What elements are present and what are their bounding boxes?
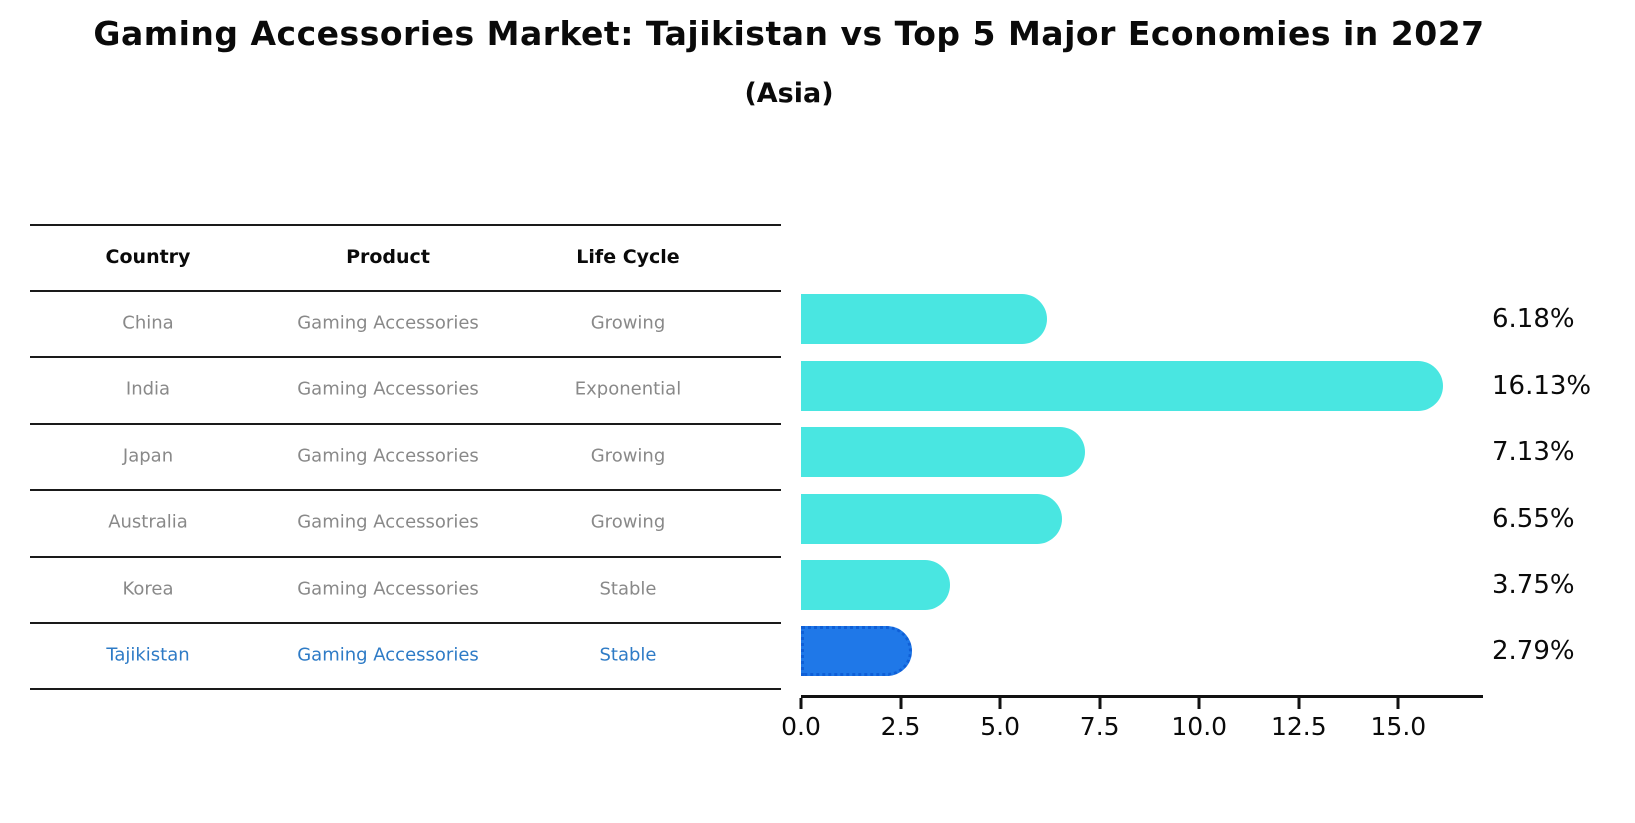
bar-chart-plot-area: 0.0 2.5 5.0 7.5 10.0 12.5 15.0 (781, 0, 1483, 823)
table-row-india: India Gaming Accessories Exponential (0, 356, 790, 422)
bar-korea (801, 560, 951, 610)
value-label-tajikistan: 2.79% (1492, 636, 1575, 666)
table-row-tajikistan-highlighted: Tajikistan Gaming Accessories Stable (0, 622, 790, 688)
page-title: Gaming Accessories Market: Tajikistan vs… (93, 14, 1485, 53)
table-line (30, 224, 781, 226)
x-tick-label: 10.0 (1171, 712, 1228, 741)
table-row-china: China Gaming Accessories Growing (0, 290, 790, 356)
x-axis-tick: 15.0 (1371, 698, 1426, 741)
cell-life-cycle: Growing (590, 445, 666, 467)
cell-product: Gaming Accessories (297, 644, 479, 666)
cell-product: Gaming Accessories (297, 312, 479, 334)
x-tick-label: 15.0 (1370, 712, 1427, 741)
cell-life-cycle: Stable (599, 644, 657, 666)
cell-country: China (122, 312, 174, 334)
bar-japan (801, 427, 1085, 477)
table-row-japan: Japan Gaming Accessories Growing (0, 423, 790, 489)
x-tick-label: 7.5 (1079, 712, 1120, 741)
value-label-china: 6.18% (1492, 304, 1575, 334)
x-tick-label: 5.0 (980, 712, 1020, 741)
table-line (30, 622, 781, 624)
x-axis-tick: 7.5 (1080, 698, 1120, 741)
value-label-japan: 7.13% (1492, 437, 1575, 467)
cell-country: India (125, 378, 171, 400)
bar-china (801, 294, 1048, 344)
x-axis-tick: 12.5 (1271, 698, 1327, 741)
x-axis-tick: 0.0 (781, 698, 821, 741)
value-label-korea: 3.75% (1492, 570, 1575, 600)
table-header-row: Country Product Life Cycle (0, 224, 790, 290)
cell-life-cycle: Stable (599, 578, 657, 600)
cell-life-cycle: Exponential (574, 378, 682, 400)
cell-product: Gaming Accessories (297, 511, 479, 533)
x-tick-label: 2.5 (880, 712, 921, 741)
x-axis-tick: 5.0 (980, 698, 1020, 741)
table-row-australia: Australia Gaming Accessories Growing (0, 489, 790, 555)
bar-australia (801, 494, 1062, 544)
cell-country: Tajikistan (106, 644, 190, 666)
cell-life-cycle: Growing (590, 312, 666, 334)
x-tick-label: 0.0 (781, 712, 821, 741)
table-line (30, 290, 781, 292)
page-subtitle: (Asia) (744, 78, 834, 109)
cell-country: Japan (122, 445, 174, 467)
cell-product: Gaming Accessories (297, 378, 479, 400)
table-line (30, 356, 781, 358)
bar-tajikistan-highlighted (801, 626, 913, 676)
table-row-korea: Korea Gaming Accessories Stable (0, 556, 790, 622)
x-axis-tick: 10.0 (1171, 698, 1227, 741)
cell-product: Gaming Accessories (297, 445, 479, 467)
table-line (30, 423, 781, 425)
column-header-product: Product (346, 246, 430, 268)
value-label-australia: 6.55% (1492, 504, 1575, 534)
x-axis-tick: 2.5 (881, 698, 920, 741)
table-line (30, 688, 781, 690)
cell-country: Korea (122, 578, 174, 600)
cell-product: Gaming Accessories (297, 578, 479, 600)
cell-life-cycle: Growing (590, 511, 666, 533)
x-tick-label: 12.5 (1270, 712, 1327, 741)
value-label-india: 16.13% (1492, 371, 1592, 401)
table-line (30, 556, 781, 558)
column-header-country: Country (105, 246, 191, 268)
cell-country: Australia (108, 511, 188, 533)
column-header-life-cycle: Life Cycle (576, 246, 680, 268)
table-line (30, 489, 781, 491)
x-axis-line (801, 695, 1483, 698)
bar-india (801, 361, 1444, 411)
